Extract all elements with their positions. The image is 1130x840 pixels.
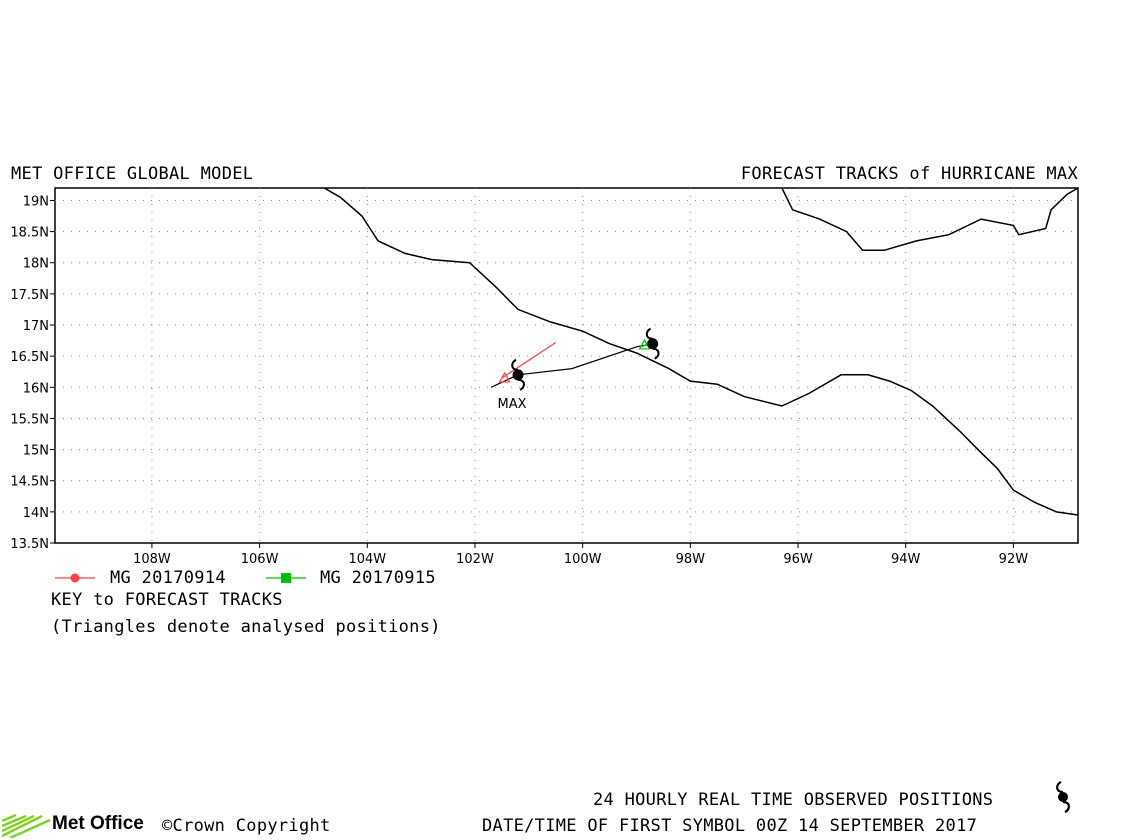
lon-tick-label: 106W <box>241 552 279 567</box>
lat-tick-label: 16.5N <box>10 350 49 365</box>
analysed-position-triangle <box>638 338 651 350</box>
lon-tick-label: 102W <box>456 552 494 567</box>
legend-key-title: KEY to FORECAST TRACKS <box>51 590 283 610</box>
gulf-coastline <box>781 187 1079 252</box>
hurricane-symbol-icon <box>1056 780 1070 814</box>
storm-label: MAX <box>498 397 527 412</box>
lat-tick-label: 15.5N <box>10 412 49 427</box>
pacific-coastline <box>323 187 1079 516</box>
legend-label-mg-20170914: MG 20170914 <box>110 568 226 588</box>
lat-tick-label: 16N <box>23 381 49 396</box>
lat-tick-label: 18.5N <box>10 226 49 241</box>
lon-tick-label: 94W <box>891 552 921 567</box>
copyright-text: ©Crown Copyright <box>162 816 331 836</box>
legend-marker-green <box>266 573 306 583</box>
analysed-position-triangle <box>498 371 511 383</box>
lat-tick-label: 19N <box>23 194 49 209</box>
lat-tick-label: 18N <box>23 257 49 272</box>
lon-tick-label: 92W <box>999 552 1029 567</box>
lon-tick-label: 108W <box>133 552 171 567</box>
legend-note: (Triangles denote analysed positions) <box>51 617 441 637</box>
observed-positions-text: 24 HOURLY REAL TIME OBSERVED POSITIONS <box>593 790 994 810</box>
lat-tick-label: 17N <box>23 319 49 334</box>
lat-tick-label: 13.5N <box>10 537 49 552</box>
met-office-brand: Met Office <box>52 813 144 834</box>
plot-frame <box>54 187 1079 544</box>
hurricane-symbol-icon <box>511 358 525 391</box>
coastline <box>323 187 1079 516</box>
lat-tick-label: 17.5N <box>10 288 49 303</box>
lon-tick-label: 96W <box>783 552 813 567</box>
lon-tick-label: 100W <box>564 552 602 567</box>
lon-tick-label: 104W <box>348 552 386 567</box>
hurricane-symbol-icon <box>645 327 660 360</box>
lat-tick-label: 14.5N <box>10 475 49 490</box>
axis-ticks: 19N 18.5N 18N 17.5N 17N 16.5N 16N 15.5N 15N 14.5N… <box>10 194 1028 567</box>
observed-positions <box>511 327 660 391</box>
legend-marker-red <box>55 573 95 583</box>
lat-tick-label: 14N <box>23 506 49 521</box>
chart-title: FORECAST TRACKS of HURRICANE MAX <box>740 164 1078 184</box>
first-symbol-datetime: DATE/TIME OF FIRST SYMBOL 00Z 14 SEPTEMB… <box>482 816 978 836</box>
model-title: MET OFFICE GLOBAL MODEL <box>11 164 254 184</box>
met-office-logo-icon <box>2 813 51 838</box>
forecast-track-1 <box>501 341 557 379</box>
lat-tick-label: 15N <box>23 444 49 459</box>
legend-label-mg-20170915: MG 20170915 <box>320 568 436 588</box>
lon-tick-label: 98W <box>676 552 706 567</box>
